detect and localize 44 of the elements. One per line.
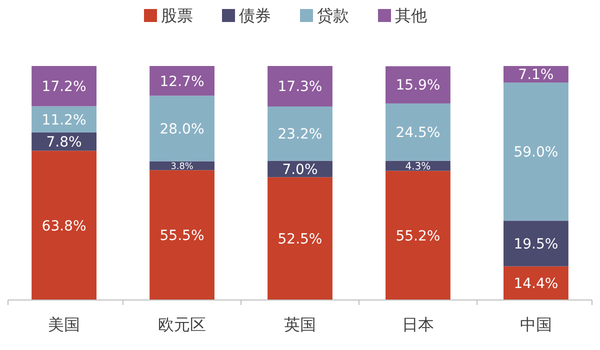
legend-label: 贷款 xyxy=(317,6,349,25)
bar xyxy=(386,170,450,300)
data-label: 12.7% xyxy=(160,74,204,90)
data-label: 15.9% xyxy=(396,78,440,94)
data-label: 7.0% xyxy=(282,162,318,178)
legend-label: 其他 xyxy=(395,6,427,25)
bar xyxy=(32,106,96,132)
x-tick-label: 英国 xyxy=(284,315,316,334)
data-label: 59.0% xyxy=(514,144,558,161)
bar xyxy=(268,106,332,161)
x-tick-label: 日本 xyxy=(402,315,434,334)
bar xyxy=(504,266,568,300)
legend-label: 债券 xyxy=(239,6,271,25)
data-label: 55.5% xyxy=(160,228,204,244)
data-label: 7.1% xyxy=(518,67,554,84)
bar xyxy=(150,170,214,300)
x-tick-label: 中国 xyxy=(520,315,552,334)
bar xyxy=(150,66,214,96)
data-label: 7.8% xyxy=(46,134,82,150)
data-label: 63.8% xyxy=(42,218,86,234)
bar xyxy=(32,66,96,106)
data-label: 24.5% xyxy=(396,125,440,142)
bar xyxy=(32,150,96,300)
bar xyxy=(386,103,450,161)
data-label: 11.2% xyxy=(42,112,86,128)
x-tick-label: 美国 xyxy=(48,315,80,334)
data-label: 23.2% xyxy=(278,126,322,143)
data-label: 55.2% xyxy=(396,228,440,244)
bar xyxy=(268,177,332,300)
legend-label: 股票 xyxy=(161,6,193,25)
data-label: 28.0% xyxy=(160,121,204,138)
data-label: 17.3% xyxy=(278,79,322,96)
bar xyxy=(386,66,450,104)
bar xyxy=(504,82,568,221)
bar xyxy=(268,66,332,106)
data-label: 19.5% xyxy=(514,236,558,252)
data-label: 3.8% xyxy=(170,162,194,172)
data-label: 4.3% xyxy=(405,161,431,172)
data-label: 52.5% xyxy=(278,231,322,248)
x-tick-label: 欧元区 xyxy=(158,315,206,334)
data-label: 17.2% xyxy=(42,79,86,96)
bar xyxy=(150,96,214,162)
bar xyxy=(504,220,568,266)
data-label: 14.4% xyxy=(514,276,558,292)
